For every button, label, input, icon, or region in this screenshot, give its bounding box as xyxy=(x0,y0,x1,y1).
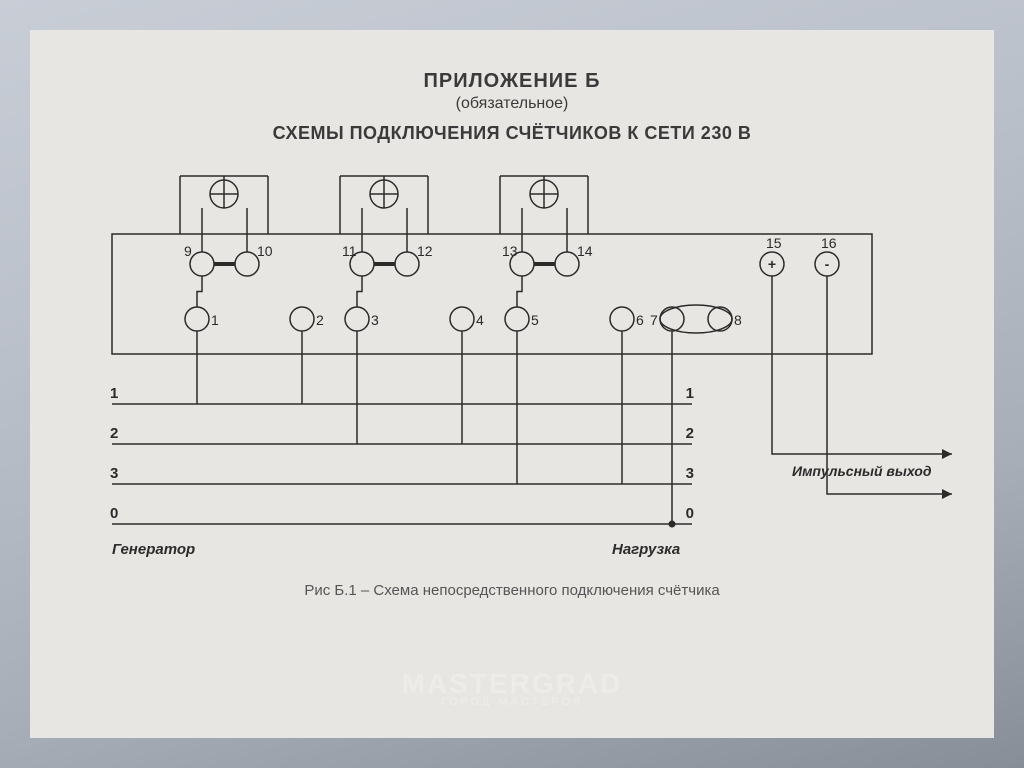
svg-text:-: - xyxy=(825,256,830,272)
svg-text:Импульсный выход: Импульсный выход xyxy=(792,463,932,479)
svg-text:1: 1 xyxy=(686,385,694,402)
appendix-subtitle: (обязательное) xyxy=(30,95,994,113)
svg-text:2: 2 xyxy=(316,312,324,328)
svg-text:0: 0 xyxy=(686,505,694,522)
svg-text:4: 4 xyxy=(476,312,484,328)
svg-text:6: 6 xyxy=(636,312,644,328)
svg-text:12: 12 xyxy=(417,243,433,259)
svg-text:11: 11 xyxy=(342,243,357,259)
svg-text:+: + xyxy=(768,256,776,272)
section-heading: СХЕМЫ ПОДКЛЮЧЕНИЯ СЧЁТЧИКОВ К СЕТИ 230 В xyxy=(30,123,994,144)
svg-text:3: 3 xyxy=(686,465,694,482)
svg-text:7: 7 xyxy=(650,312,658,328)
svg-text:15: 15 xyxy=(766,235,782,251)
appendix-title: ПРИЛОЖЕНИЕ Б xyxy=(30,70,994,93)
wiring-diagram: 9101112131415+16-1234567811223300Генерат… xyxy=(52,154,972,574)
svg-text:14: 14 xyxy=(577,243,593,259)
figure-caption: Рис Б.1 – Схема непосредственного подклю… xyxy=(30,582,994,599)
svg-text:13: 13 xyxy=(502,243,518,259)
svg-text:3: 3 xyxy=(371,312,379,328)
svg-text:8: 8 xyxy=(734,312,742,328)
svg-text:Генератор: Генератор xyxy=(112,541,195,558)
header-block: ПРИЛОЖЕНИЕ Б (обязательное) СХЕМЫ ПОДКЛЮ… xyxy=(30,30,994,144)
svg-text:2: 2 xyxy=(110,425,118,442)
svg-text:2: 2 xyxy=(686,425,694,442)
svg-text:5: 5 xyxy=(531,312,539,328)
paper-sheet: ПРИЛОЖЕНИЕ Б (обязательное) СХЕМЫ ПОДКЛЮ… xyxy=(30,30,994,738)
svg-text:1: 1 xyxy=(211,312,219,328)
svg-text:10: 10 xyxy=(257,243,273,259)
svg-text:9: 9 xyxy=(184,243,192,259)
svg-text:1: 1 xyxy=(110,385,118,402)
svg-text:Нагрузка: Нагрузка xyxy=(612,541,680,558)
svg-text:16: 16 xyxy=(821,235,837,251)
svg-text:3: 3 xyxy=(110,465,118,482)
svg-text:0: 0 xyxy=(110,505,118,522)
